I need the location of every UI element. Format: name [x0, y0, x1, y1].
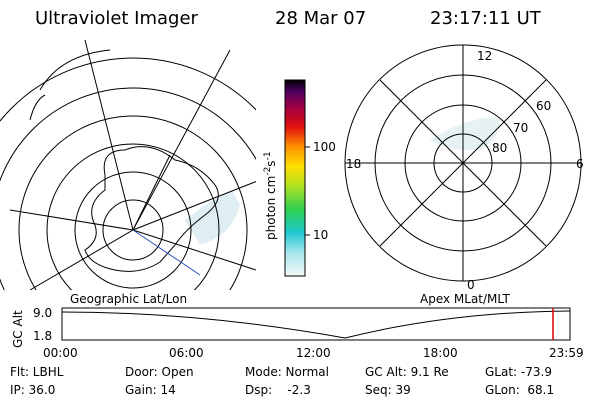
- info-field: GC Alt: 9.1 Re: [365, 365, 449, 379]
- info-field: Flt: LBHL: [10, 365, 64, 379]
- timeline-xtick: 12:00: [296, 346, 331, 360]
- timeline-ylabel: GC Alt: [11, 310, 25, 348]
- timeline-xtick: 00:00: [43, 346, 78, 360]
- mlt-label: 0: [467, 278, 475, 292]
- info-field: GLat: -73.9: [485, 365, 552, 379]
- timeline-ytick: 1.8: [33, 329, 52, 343]
- geo-map: [0, 40, 256, 290]
- colorbar-tick-label: 10: [313, 228, 328, 242]
- colorbar-label: photon cm-2s-1: [263, 151, 278, 240]
- colorbar: [284, 79, 306, 277]
- info-field: IP: 36.0: [10, 383, 55, 397]
- info-field: GLon: 68.1: [485, 383, 554, 397]
- unit: s: [264, 160, 278, 166]
- mlat-label: 70: [513, 121, 528, 135]
- timeline-frame: [61, 307, 571, 341]
- info-field: Dsp: -2.3: [245, 383, 311, 397]
- info-field: Seq: 39: [365, 383, 411, 397]
- mlt-label: 18: [346, 157, 361, 171]
- timeline-xtick: 18:00: [423, 346, 458, 360]
- info-field: Gain: 14: [125, 383, 176, 397]
- timeline-xtick: 23:59: [549, 346, 584, 360]
- apex-map: [344, 44, 582, 282]
- altitude-curve: [61, 310, 571, 339]
- mlt-label: 12: [477, 49, 492, 63]
- timeline-xtick: 06:00: [169, 346, 204, 360]
- mlat-label: 60: [536, 99, 551, 113]
- colorbar-tick-label: 100: [313, 140, 336, 154]
- time: 23:17:11 UT: [430, 8, 542, 29]
- map-caption: Apex MLat/MLT: [420, 292, 510, 306]
- info-field: Door: Open: [125, 365, 194, 379]
- mlat-label: 80: [492, 141, 507, 155]
- unit-exp: -2: [263, 167, 273, 176]
- info-panel: Flt: LBHL Door: Open Mode: Normal GC Alt: 9…: [10, 365, 554, 397]
- unit: photon cm: [264, 176, 278, 240]
- mlt-label: 6: [576, 157, 584, 171]
- timeline-ytick: 9.0: [33, 306, 52, 320]
- unit-exp: -1: [263, 151, 273, 160]
- title: Ultraviolet Imager: [35, 8, 199, 29]
- map-caption: Geographic Lat/Lon: [70, 292, 187, 306]
- date: 28 Mar 07: [275, 8, 366, 29]
- info-field: Mode: Normal: [245, 365, 329, 379]
